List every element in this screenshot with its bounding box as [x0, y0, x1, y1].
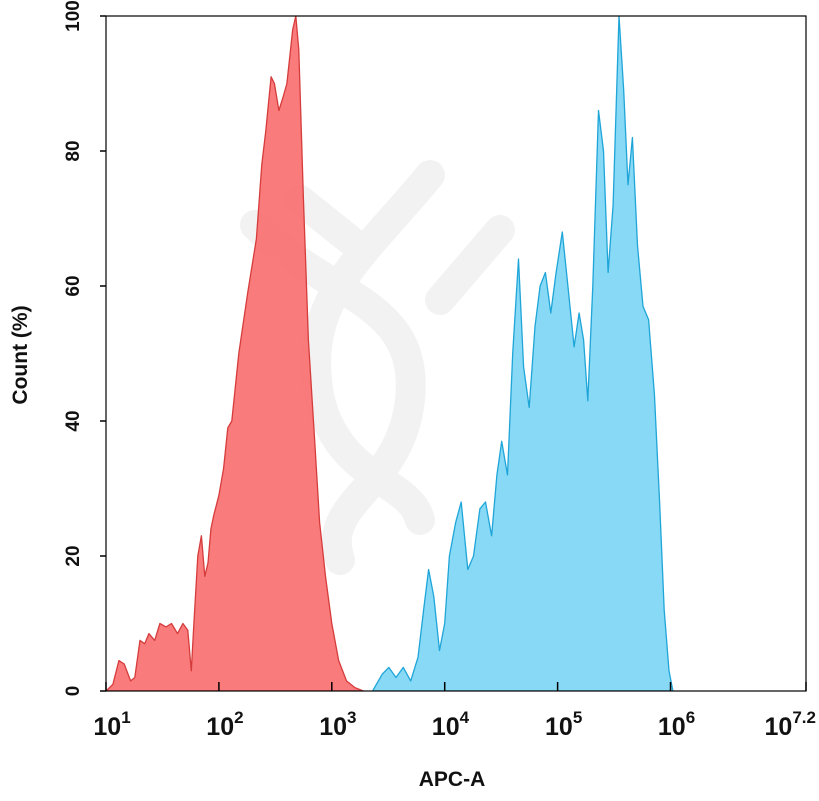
- x-tick-label: 101: [93, 708, 130, 741]
- x-tick-label: 102: [206, 708, 243, 741]
- watermark-logo: [240, 160, 515, 575]
- x-tick-label: 106: [658, 708, 695, 741]
- x-tick-label: 107.2: [765, 708, 816, 741]
- x-axis: 101 102 103 104 105 106 107.2: [93, 682, 816, 741]
- y-tick-label: 0: [63, 686, 84, 697]
- y-tick-label: 40: [63, 410, 84, 431]
- y-tick-label: 100: [63, 0, 84, 32]
- x-tick-label: 105: [545, 708, 582, 741]
- y-tick-label: 20: [63, 545, 84, 566]
- plot-frame: [105, 15, 807, 692]
- y-axis-title: Count (%): [9, 305, 32, 404]
- x-axis-title: APC-A: [419, 768, 486, 791]
- y-tick-label: 60: [63, 275, 84, 296]
- series-2-area: [371, 16, 674, 691]
- x-tick-label: 103: [319, 708, 356, 741]
- series-1-area: [106, 16, 364, 691]
- y-axis: 0 20 40 60 80 100: [63, 0, 106, 696]
- series-layer: [106, 16, 674, 691]
- y-tick-label: 80: [63, 140, 84, 161]
- x-tick-label: 104: [432, 708, 470, 741]
